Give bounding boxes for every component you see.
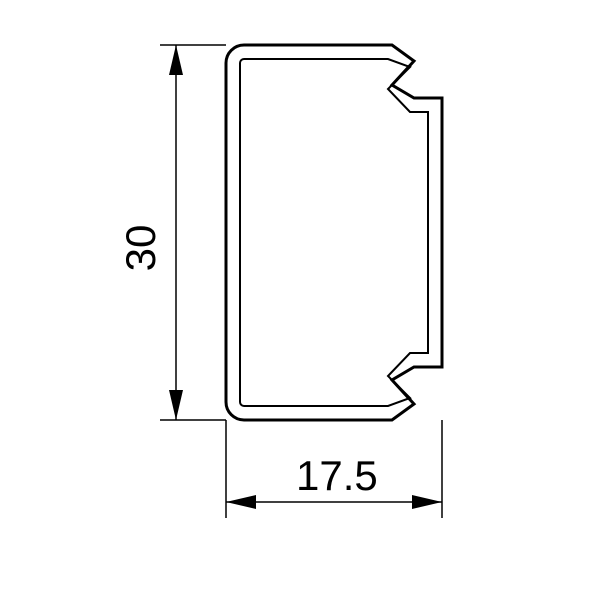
arrow-down: [169, 390, 183, 420]
arrow-left: [226, 495, 256, 509]
height-label: 30: [117, 225, 164, 272]
profile-inner: [240, 59, 428, 406]
profile-outer: [226, 45, 442, 420]
arrow-right: [412, 495, 442, 509]
width-label: 17.5: [296, 452, 378, 499]
arrow-up: [169, 45, 183, 75]
